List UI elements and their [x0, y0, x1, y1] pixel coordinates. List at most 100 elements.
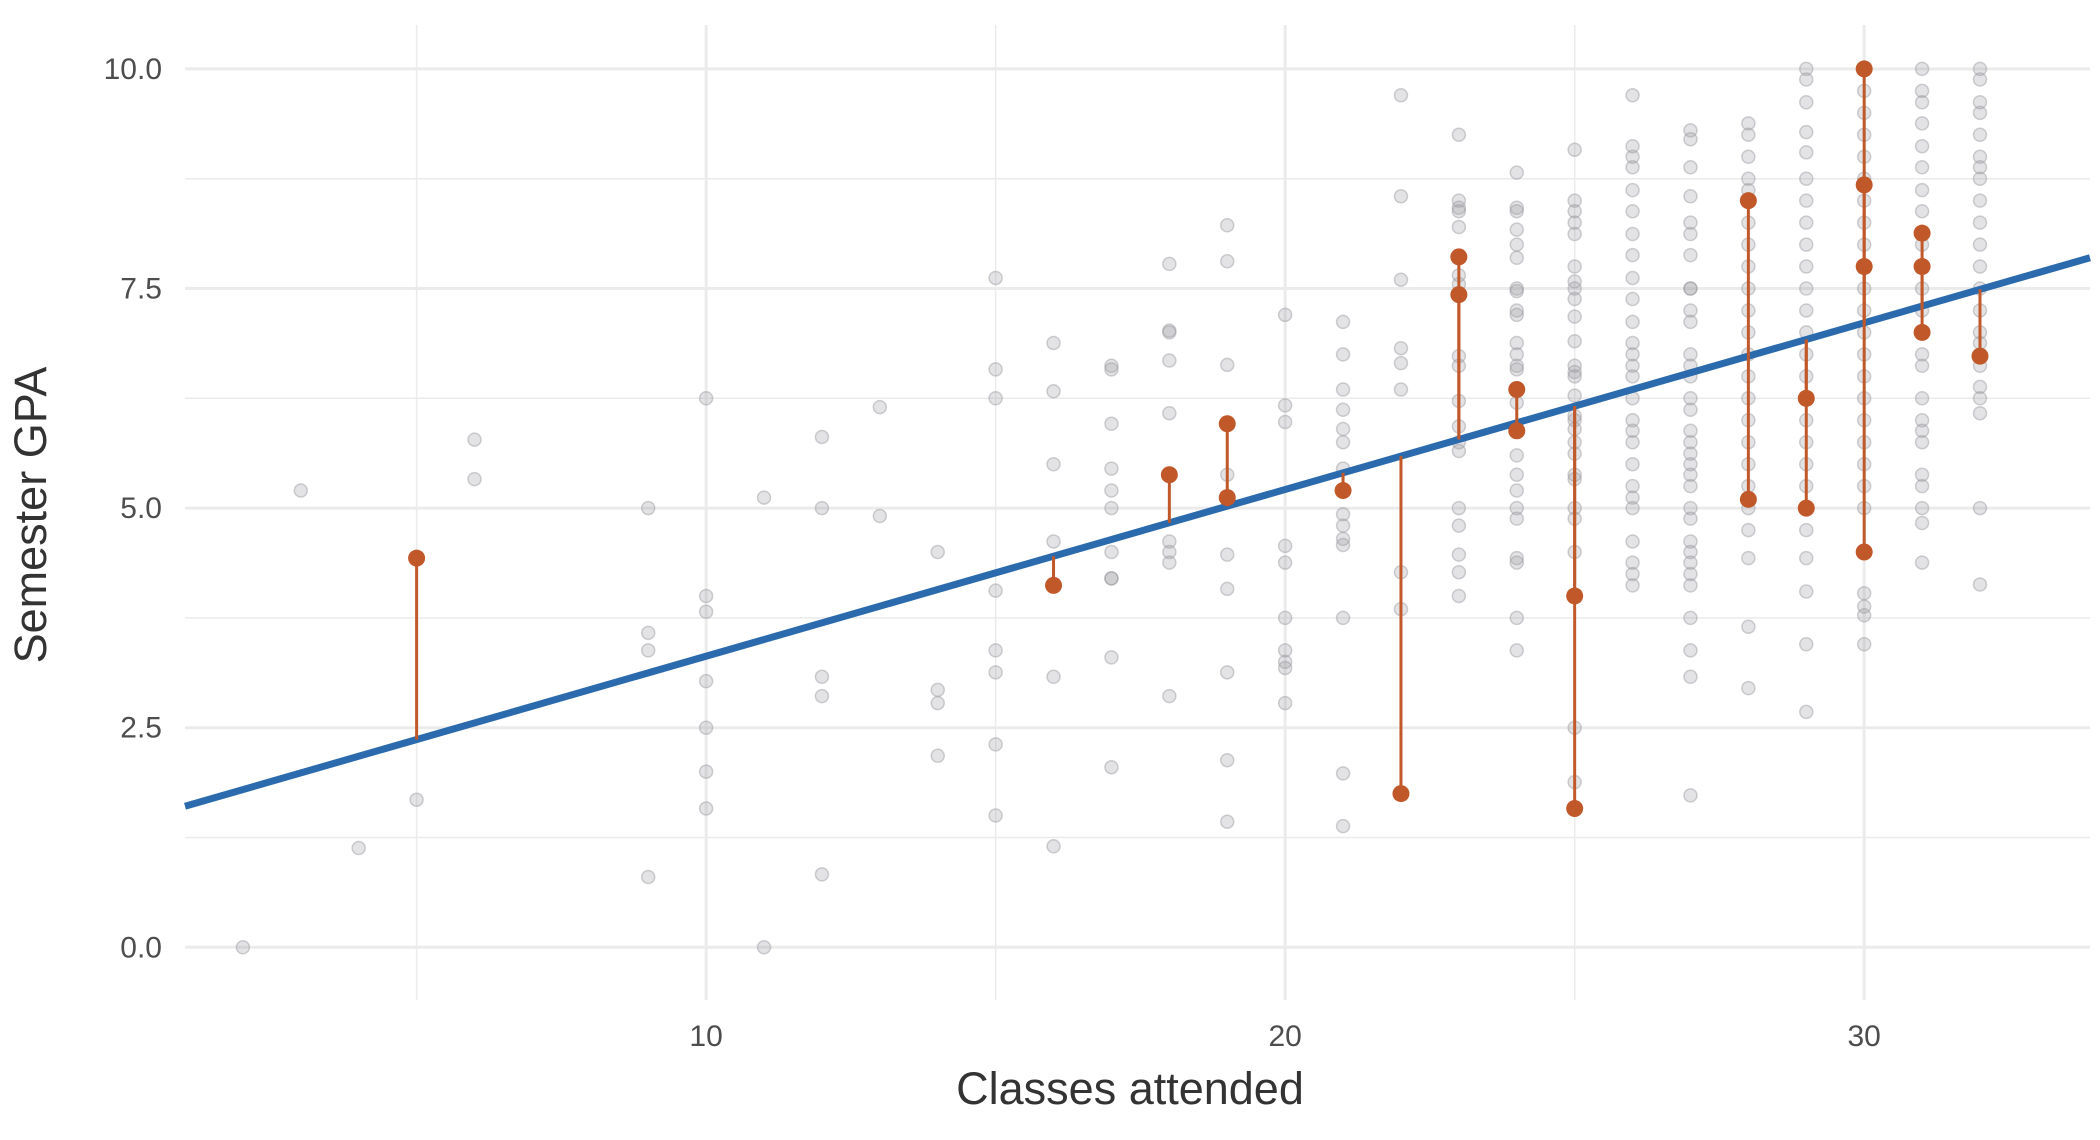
data-point [1799, 95, 1814, 110]
highlighted-point [1797, 389, 1815, 407]
data-point [1625, 88, 1640, 103]
highlighted-point [1855, 258, 1873, 276]
data-point [1393, 355, 1409, 371]
data-point [1335, 421, 1351, 437]
data-point [1972, 193, 1988, 208]
data-point [1451, 200, 1467, 215]
data-point [1509, 303, 1525, 318]
data-point [235, 940, 251, 955]
data-point [1625, 270, 1640, 286]
data-point [1046, 384, 1061, 399]
data-point [1393, 88, 1409, 103]
data-point [1914, 500, 1930, 516]
data-point [1046, 839, 1061, 854]
data-point [1393, 272, 1409, 287]
data-point [1277, 538, 1293, 554]
data-point [1567, 291, 1582, 307]
data-point [814, 429, 830, 445]
data-point [1683, 555, 1698, 570]
data-point [1972, 127, 1988, 143]
highlighted-point [1508, 422, 1526, 440]
data-point [988, 362, 1003, 377]
data-point [1509, 347, 1525, 362]
data-point [1741, 116, 1756, 131]
data-point [1625, 555, 1640, 570]
data-point [1104, 759, 1119, 775]
data-point [1799, 259, 1814, 274]
data-point [1972, 405, 1988, 421]
regression-line-group [184, 254, 2091, 810]
data-point [1162, 405, 1177, 421]
data-point [1277, 398, 1293, 413]
data-point [640, 625, 656, 641]
data-point [1567, 281, 1582, 296]
data-point [1914, 434, 1930, 450]
data-point [1335, 518, 1351, 533]
data-point [1509, 643, 1525, 658]
data-point [1393, 189, 1409, 204]
data-point [1856, 599, 1872, 614]
data-point [1799, 584, 1814, 599]
data-point [409, 792, 424, 807]
data-point [1741, 550, 1756, 566]
data-point [1799, 522, 1814, 538]
highlighted-point [1855, 543, 1873, 561]
data-point [1451, 588, 1467, 604]
highlighted-point [1971, 347, 1989, 365]
data-point [1509, 165, 1525, 180]
data-point [1104, 650, 1119, 665]
data-point [1741, 522, 1756, 538]
data-point [988, 391, 1003, 406]
data-point [1509, 222, 1525, 237]
data-point [1277, 643, 1293, 658]
data-point [1509, 500, 1525, 516]
data-point [293, 483, 309, 498]
data-point [1741, 171, 1756, 186]
data-point [988, 737, 1003, 752]
data-point [1104, 571, 1119, 586]
highlighted-point [1913, 323, 1931, 341]
data-point [1683, 160, 1698, 175]
data-point [930, 695, 945, 711]
data-point [1625, 434, 1640, 450]
data-point [1914, 116, 1930, 131]
data-point [640, 869, 656, 885]
data-point [1277, 660, 1293, 676]
data-point [1335, 347, 1351, 362]
highlighted-point [1218, 489, 1236, 507]
x-tick-label: 10 [689, 1020, 722, 1053]
data-point [1683, 669, 1698, 685]
data-point [1683, 566, 1698, 582]
data-point [1451, 500, 1467, 516]
data-point [1104, 358, 1119, 374]
data-point [1509, 200, 1525, 215]
data-point [1104, 362, 1119, 377]
y-tick-label: 2.5 [120, 712, 162, 745]
data-point [1683, 511, 1698, 526]
data-point [814, 867, 830, 882]
data-point [1509, 555, 1525, 570]
data-point [1277, 610, 1293, 626]
data-point [1509, 203, 1525, 219]
data-point [1914, 203, 1930, 219]
data-point [1683, 347, 1698, 362]
highlighted-points [408, 60, 1989, 818]
data-point [1567, 309, 1582, 324]
data-point [1393, 340, 1409, 356]
data-point [1972, 237, 1988, 252]
highlighted-point [1334, 482, 1352, 500]
data-point [1625, 347, 1640, 362]
data-point [1277, 654, 1293, 670]
data-point [1162, 353, 1177, 368]
data-point [1509, 362, 1525, 377]
data-point [1972, 215, 1988, 230]
data-point [1219, 357, 1235, 373]
data-point [1799, 145, 1814, 160]
data-point [1162, 544, 1177, 560]
data-point [988, 665, 1003, 680]
data-point [1451, 518, 1467, 533]
data-point [1335, 314, 1351, 330]
data-point [1799, 281, 1814, 296]
data-point [1219, 254, 1235, 269]
data-point [1451, 127, 1467, 143]
